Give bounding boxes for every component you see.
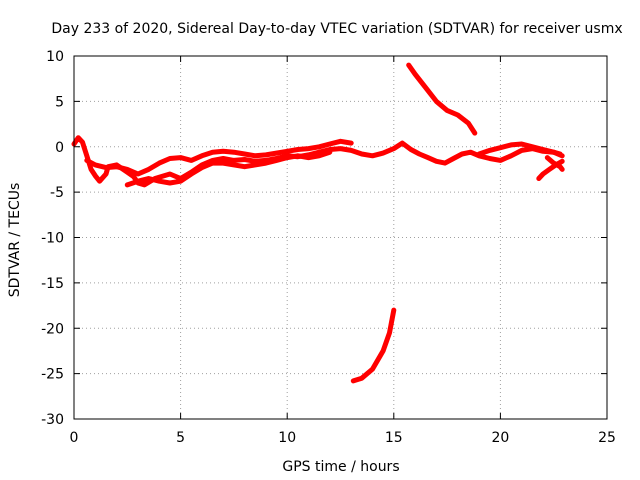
x-tick-label: 25 [598, 430, 616, 446]
x-axis-label: GPS time / hours [282, 459, 399, 475]
series-arc-h [350, 307, 397, 384]
y-tick-label: -5 [50, 185, 64, 201]
y-tick-label: -25 [41, 367, 64, 383]
y-tick-label: 10 [46, 49, 64, 65]
y-tick-label: 5 [55, 94, 64, 110]
x-tick-label: 20 [491, 430, 509, 446]
y-tick-label: -20 [41, 321, 64, 337]
axis-ticks: 0 5 10 15 20 25 -30 -25 -20 -15 -10 -5 0 5 10 [41, 49, 616, 446]
plot-frame [73, 55, 608, 420]
y-axis-label: SDTVAR / TECUs [7, 183, 23, 298]
x-tick-label: 10 [278, 430, 296, 446]
series-arc-f [544, 155, 565, 172]
grid [74, 56, 607, 419]
x-tick-label: 5 [176, 430, 185, 446]
y-tick-label: -10 [41, 231, 64, 247]
series-arc-c [124, 149, 333, 188]
series-arc-b [84, 138, 354, 177]
series-arc-g [406, 62, 478, 136]
data-marks [71, 62, 565, 384]
series-arc-d [476, 141, 565, 159]
y-tick-label: 0 [55, 140, 64, 156]
chart-title: Day 233 of 2020, Sidereal Day-to-day VTE… [51, 21, 622, 37]
x-tick-label: 0 [70, 430, 79, 446]
y-tick-label: -30 [41, 412, 64, 428]
x-tick-label: 15 [385, 430, 403, 446]
y-tick-label: -15 [41, 276, 64, 292]
